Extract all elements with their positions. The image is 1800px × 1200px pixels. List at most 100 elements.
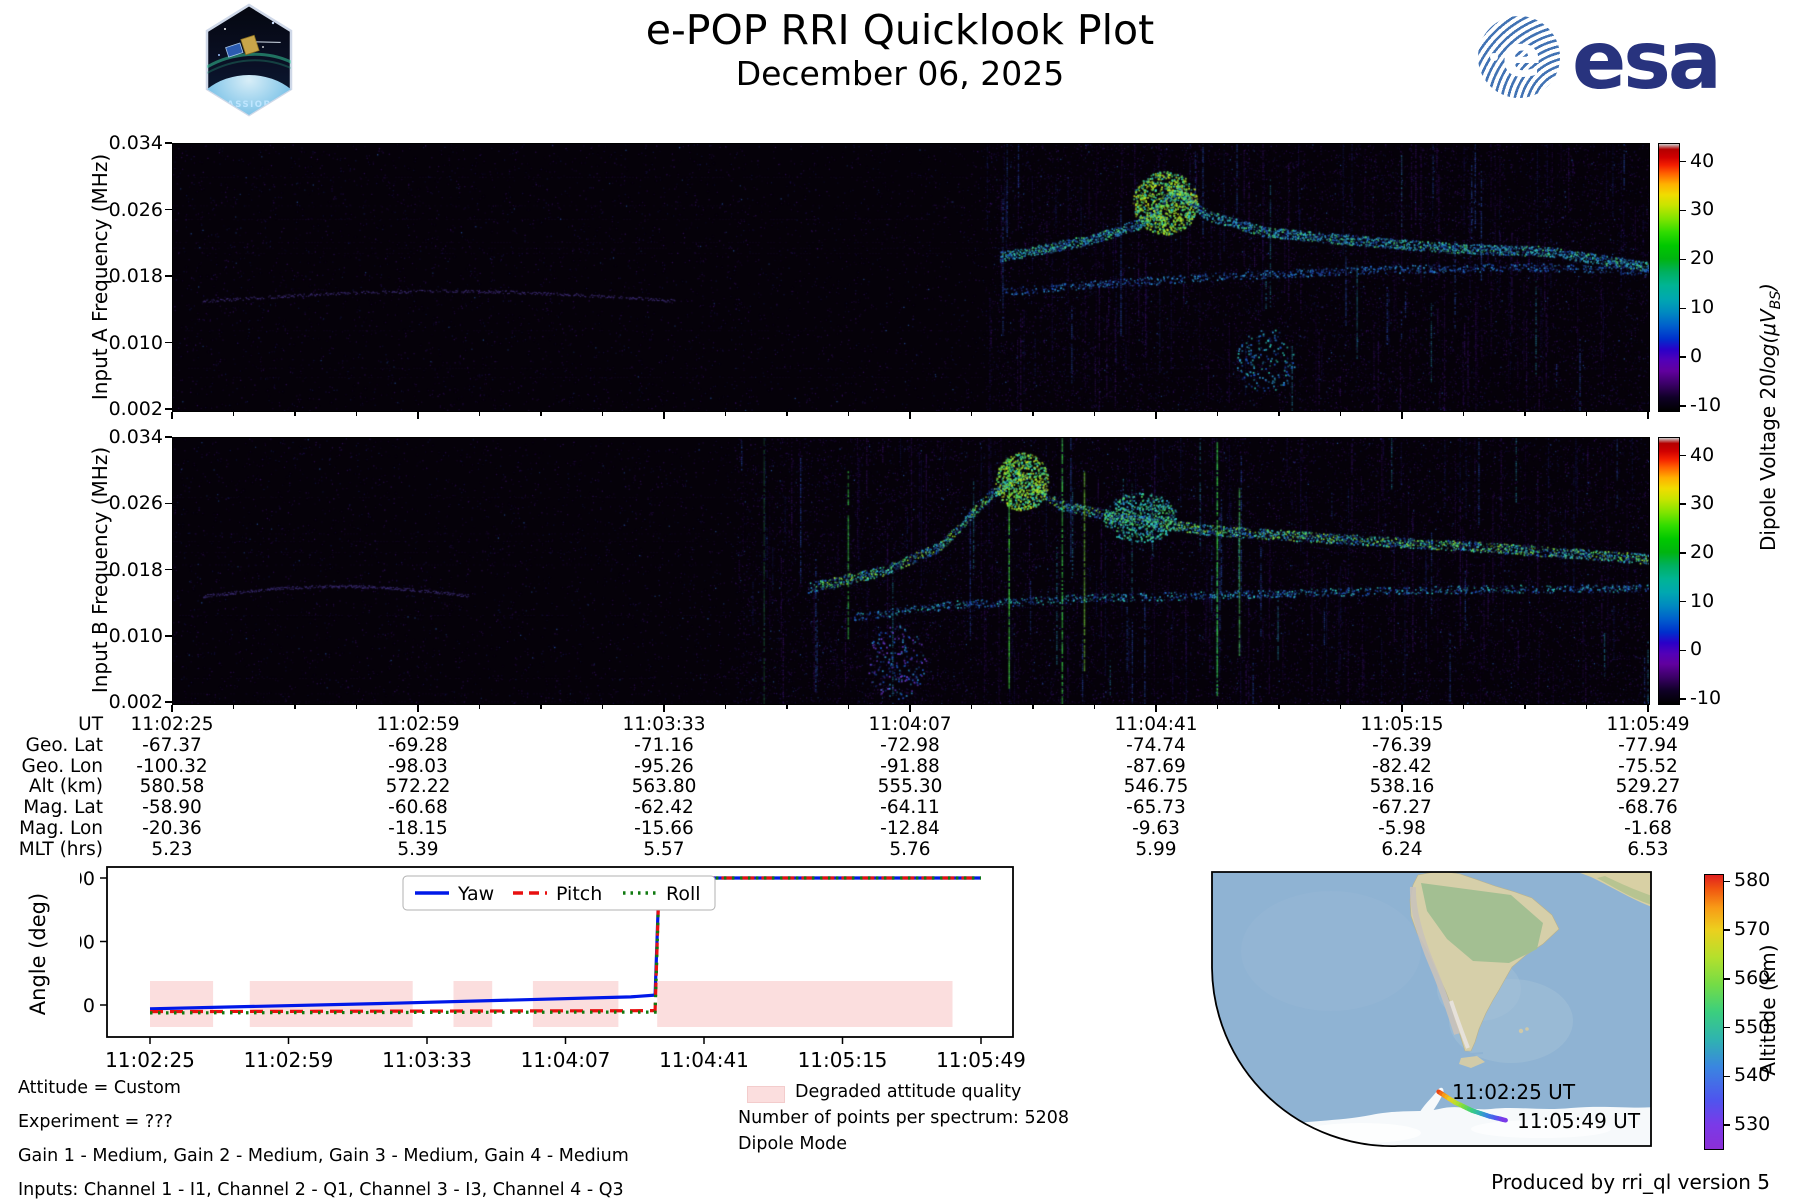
altitude-tick-label: 550	[1734, 1015, 1771, 1038]
altitude-tick-mark	[1723, 880, 1730, 883]
degraded-quality-swatch	[747, 1086, 785, 1103]
time-tick-mark	[417, 412, 419, 419]
freq-tick-mark	[165, 701, 172, 703]
time-minor-tick	[1216, 412, 1219, 416]
andes	[1409, 886, 1460, 1035]
ephemeris-cell: 5.57	[643, 838, 685, 860]
legend-label: Roll	[666, 883, 701, 905]
ephemeris-cell: -67.27	[1372, 797, 1432, 819]
ephemeris-cell: 11:02:25	[130, 714, 214, 735]
degraded-span	[150, 981, 214, 1027]
attitude-xtick-label: 11:05:15	[798, 1048, 888, 1072]
ephemeris-cell: 5.76	[889, 838, 931, 860]
colorbar-tick-label: 10	[1690, 296, 1715, 319]
ephemeris-cell: 546.75	[1123, 776, 1189, 798]
ephemeris-cell: 11:02:59	[376, 714, 460, 735]
attitude-ytick-label: 1000	[80, 868, 95, 890]
ephemeris-cell: -72.98	[880, 734, 940, 756]
time-minor-tick	[1216, 705, 1219, 709]
africa	[1575, 872, 1651, 907]
freq-tick-mark	[165, 341, 172, 344]
ephemeris-cell: 6.24	[1381, 838, 1423, 860]
colorbar-tick-label: 20	[1690, 540, 1715, 563]
esa-globe-icon: e	[1478, 16, 1560, 98]
note-experiment: Experiment = ???	[18, 1112, 173, 1132]
time-minor-tick	[724, 705, 727, 709]
ground-track	[1436, 1089, 1508, 1123]
freq-tick-mark	[165, 275, 172, 277]
attitude-series-roll	[149, 876, 981, 1015]
ephemeris-cell: -68.76	[1618, 797, 1678, 819]
time-minor-tick	[1585, 412, 1588, 416]
colorbar-tick-label: 40	[1690, 149, 1715, 172]
ephemeris-cell: -58.90	[142, 797, 202, 819]
ephemeris-cell: 11:04:07	[868, 714, 952, 735]
time-minor-tick	[355, 412, 358, 416]
ephemeris-cell: -18.15	[388, 818, 448, 839]
ephemeris-cell: 555.30	[877, 776, 943, 798]
ephemeris-cell: -5.98	[1378, 818, 1426, 839]
ephemeris-cell: 11:03:33	[622, 714, 706, 735]
time-minor-tick	[232, 705, 235, 709]
freq-tick-mark	[165, 502, 172, 504]
ephemeris-row-label: Mag. Lon	[19, 818, 103, 839]
colorbar-tick-mark	[1679, 552, 1686, 554]
attitude-xtick-label: 11:02:59	[244, 1048, 334, 1072]
colorbar-tick-label: 0	[1690, 345, 1703, 368]
legend-label: Pitch	[556, 883, 602, 905]
ephemeris-cell: -100.32	[136, 755, 208, 777]
ephemeris-cell: -67.37	[142, 734, 202, 756]
esa-e-glyph: e	[1502, 22, 1542, 90]
time-minor-tick	[478, 705, 481, 709]
dipole-label-segment: BS	[1768, 290, 1784, 310]
time-minor-tick	[478, 412, 481, 416]
colorbar-tick-label: 30	[1690, 198, 1715, 221]
cassiope-label: CASSIOPE	[219, 100, 278, 110]
degraded-quality-label: Degraded attitude quality	[795, 1082, 1022, 1102]
ephemeris-cell: -15.66	[634, 818, 694, 839]
ephemeris-cell: 572.22	[385, 776, 451, 798]
freq-tick-mark	[165, 208, 172, 211]
time-minor-tick	[294, 705, 296, 709]
freq-tick-label: 0.034	[108, 132, 163, 154]
degraded-span	[657, 981, 953, 1027]
aurora-arc	[207, 52, 291, 69]
altitude-tick-mark	[1723, 1075, 1730, 1078]
ephemeris-cell: -82.42	[1372, 755, 1432, 777]
attitude-xtick-label: 11:04:41	[659, 1048, 749, 1072]
dipole-label-segment: log(μV	[1756, 309, 1780, 375]
attitude-ytick-label: 500	[80, 932, 95, 954]
colorbar-tick-label: 10	[1690, 589, 1715, 612]
freq-tick-label: 0.034	[108, 426, 163, 448]
ephemeris-row-label: Alt (km)	[28, 776, 103, 798]
time-minor-tick	[724, 412, 727, 416]
track-start-label: 11:02:25 UT	[1452, 1080, 1576, 1104]
note-inputs: Inputs: Channel 1 - I1, Channel 2 - Q1, …	[18, 1180, 624, 1200]
ephemeris-cell: -91.88	[880, 755, 940, 777]
colorbar-tick-label: 20	[1690, 247, 1715, 270]
time-minor-tick	[1339, 705, 1342, 709]
page-title: e-POP RRI Quicklook Plot	[645, 6, 1155, 54]
dipole-voltage-label: Dipole Voltage 20log(μVBS)	[1756, 192, 1784, 642]
colorbar-tick-label: -10	[1690, 687, 1722, 710]
colorbar-tick-mark	[1679, 600, 1686, 603]
time-tick-mark	[909, 705, 911, 712]
attitude-plot: 11:02:25 11:02:59 11:03:33 11:04:07 11:04:41…	[80, 866, 1026, 1072]
esa-star-dot	[1490, 53, 1498, 61]
ephemeris-cell: -98.03	[388, 755, 448, 777]
ephemeris-cell: -87.69	[1126, 755, 1186, 777]
time-tick-mark	[171, 705, 173, 712]
ephemeris-cell: 11:05:15	[1360, 714, 1444, 735]
time-minor-tick	[1093, 412, 1096, 416]
degraded-span	[532, 981, 619, 1027]
time-minor-tick	[1524, 705, 1526, 709]
tierra-del-fuego	[1459, 1056, 1485, 1068]
ephemeris-cell: -60.68	[388, 797, 448, 819]
points-per-spectrum: Number of points per spectrum: 5208	[738, 1108, 1070, 1128]
altitude-tick-label: 560	[1734, 966, 1771, 989]
altitude-tick-label: 570	[1734, 918, 1771, 941]
colorbar-tick-mark	[1679, 258, 1686, 261]
time-tick-mark	[1647, 705, 1649, 712]
time-minor-tick	[232, 412, 235, 416]
